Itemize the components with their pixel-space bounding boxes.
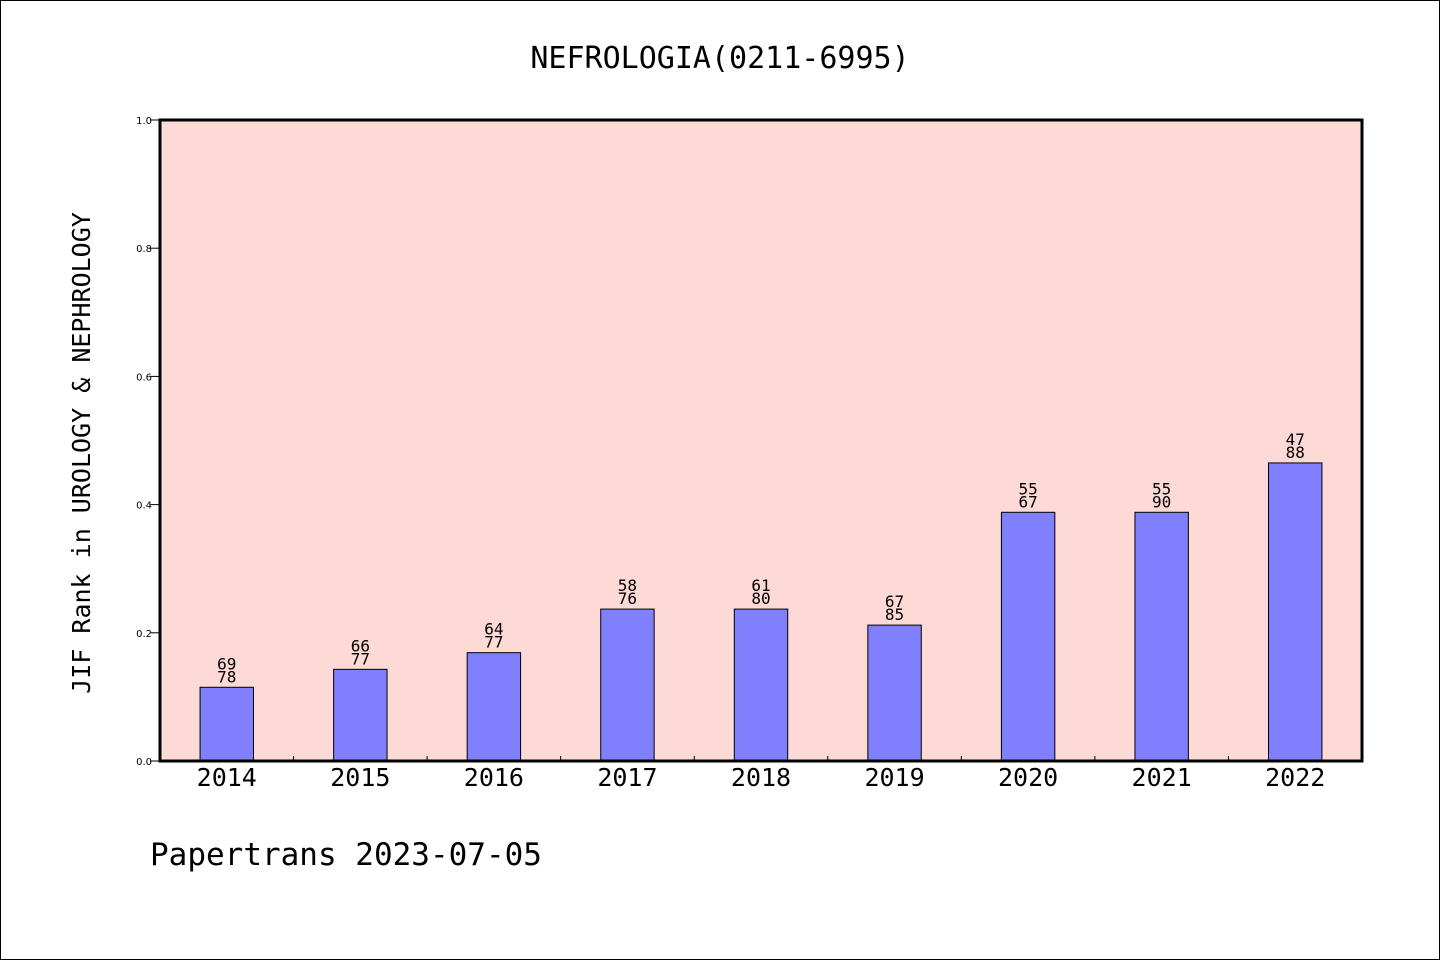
footer-credit: Papertrans 2023-07-05: [150, 837, 542, 873]
x-tick-label: 2015: [330, 763, 390, 792]
bar-2022: [1268, 462, 1323, 762]
bar-total-label: 76: [618, 589, 637, 608]
bar-total-label: 80: [751, 589, 770, 608]
bar-2018: [733, 608, 789, 762]
y-tick-label: 0.8: [136, 244, 152, 255]
bars-layer: [199, 462, 1323, 762]
bar-total-label: 90: [1152, 492, 1171, 511]
y-tick-label: 1.0: [136, 116, 152, 127]
y-tick-label: 0.6: [136, 372, 152, 383]
bar-total-label: 67: [1018, 492, 1037, 511]
bar-2014: [199, 686, 254, 762]
x-tick-label: 2017: [597, 763, 657, 792]
bar-total-label: 78: [217, 667, 236, 686]
y-axis-label: JIF Rank in UROLOGY & NEPHROLOGY: [67, 212, 96, 694]
y-tick-label: 0.2: [136, 629, 152, 640]
bar-rank-label: 55: [1152, 479, 1171, 498]
x-tick-label: 2020: [998, 763, 1058, 792]
bar-rank-label: 66: [351, 636, 370, 655]
x-tick-label: 2016: [464, 763, 524, 792]
bar-rank-label: 64: [484, 620, 503, 639]
bar-2015: [333, 668, 388, 762]
chart-title: NEFROLOGIA(0211-6995): [530, 41, 909, 76]
bar-rank-label: 69: [217, 654, 236, 673]
bar-2017: [600, 608, 655, 762]
plot-border: [158, 118, 1364, 763]
bar-total-label: 77: [484, 633, 503, 652]
x-tick-label: 2014: [197, 763, 257, 792]
bar-rank-label: 47: [1286, 430, 1305, 449]
x-axis-ticks: 2014 2015 2016 2017 2018 2019 2020 2021 2022: [197, 756, 1325, 792]
x-tick-label: 2019: [864, 763, 924, 792]
x-tick-label: 2018: [731, 763, 791, 792]
bar-rank-label: 67: [885, 592, 904, 611]
bar-rank-label: 58: [618, 576, 637, 595]
y-axis-ticks: 0.0 0.2 0.4 0.6 0.8 1.0: [136, 116, 160, 768]
bar-2021: [1134, 511, 1189, 762]
bar-2016: [466, 652, 522, 762]
y-tick-label: 0.4: [136, 501, 152, 512]
bar-rank-label: 55: [1018, 479, 1037, 498]
bar-2019: [867, 624, 922, 762]
bar-rank-label: 61: [751, 576, 770, 595]
x-tick-label: 2021: [1132, 763, 1192, 792]
bar-total-label: 88: [1286, 443, 1305, 462]
bar-total-label: 85: [885, 605, 904, 624]
bar-2020: [1000, 511, 1056, 762]
bar-total-label: 77: [351, 649, 370, 668]
x-tick-label: 2022: [1265, 763, 1325, 792]
y-tick-label: 0.0: [136, 757, 152, 768]
